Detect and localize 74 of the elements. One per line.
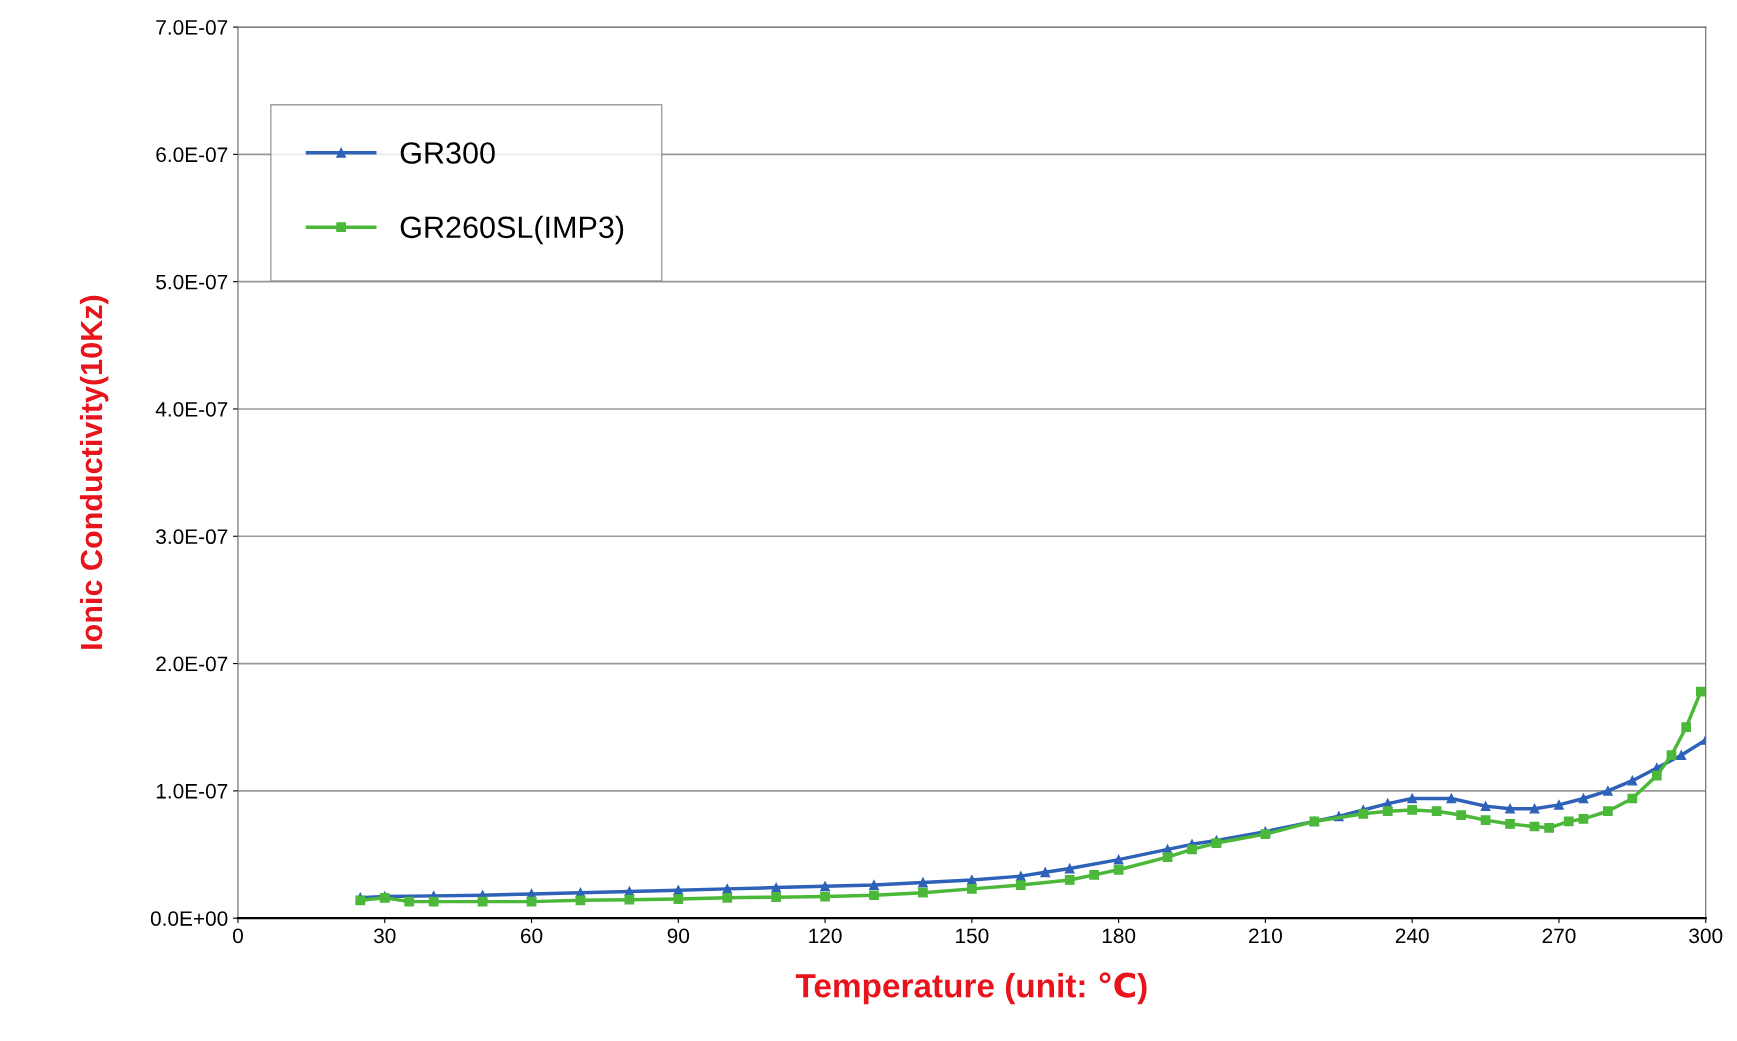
point	[1505, 803, 1515, 814]
point	[1064, 875, 1075, 885]
point	[1064, 863, 1075, 874]
point	[1480, 815, 1491, 826]
point	[1162, 852, 1173, 862]
point	[1040, 867, 1051, 878]
point	[1563, 816, 1574, 827]
x-tick-label: 240	[1395, 928, 1429, 944]
point	[1554, 800, 1564, 810]
x-tick-label: 210	[1249, 928, 1282, 944]
point	[820, 881, 830, 892]
y-tick-label: 1.0E-07	[156, 783, 228, 799]
point	[1676, 750, 1687, 761]
x-tick-label: 60	[520, 928, 543, 944]
y-tick-label: 3.0E-07	[156, 529, 228, 545]
point	[1015, 880, 1026, 890]
point	[1089, 870, 1100, 880]
x-axis-title: Temperature (unit: ℃)	[795, 972, 1147, 1005]
point	[1578, 814, 1589, 824]
point	[1113, 854, 1124, 865]
point	[1407, 793, 1418, 804]
y-tick-label: 2.0E-07	[156, 656, 228, 672]
x-tick-label: 300	[1689, 928, 1723, 944]
x-tick-label: 270	[1542, 928, 1576, 944]
point	[1627, 793, 1638, 804]
point	[966, 884, 977, 894]
point	[1480, 801, 1491, 812]
y-tick-label: 4.0E-07	[155, 401, 228, 417]
point	[1431, 806, 1442, 817]
point	[624, 894, 635, 905]
point	[1603, 806, 1613, 817]
y-axis-title: Ionic Conductivity(10Kz)	[79, 295, 109, 649]
point	[1187, 844, 1197, 855]
point	[1446, 793, 1457, 804]
x-tick-label: 30	[373, 928, 396, 944]
point	[1456, 810, 1466, 820]
legend-label: GR300	[400, 142, 495, 164]
legend-label: GR260SL(IMP3)	[400, 215, 624, 245]
point	[1627, 775, 1638, 786]
point	[1358, 808, 1369, 819]
point	[771, 882, 782, 893]
y-tick-label: 6.0E-07	[156, 147, 228, 163]
point	[673, 894, 684, 904]
point	[1681, 722, 1692, 733]
point	[1382, 806, 1393, 817]
x-tick-label: 90	[667, 928, 690, 944]
x-tick-label: 120	[809, 928, 842, 944]
x-tick-label: 180	[1102, 928, 1136, 944]
point	[918, 887, 928, 898]
point	[1529, 803, 1540, 814]
x-tick-label: 0	[232, 928, 243, 944]
point	[1505, 819, 1515, 829]
point	[404, 896, 415, 907]
point	[575, 895, 586, 906]
point	[869, 890, 879, 901]
point	[1407, 805, 1418, 815]
point	[771, 892, 782, 903]
point	[869, 880, 879, 890]
point	[1113, 864, 1124, 875]
point	[1211, 838, 1222, 848]
point	[1666, 750, 1677, 761]
point	[1651, 770, 1662, 781]
y-tick-label: 5.0E-07	[156, 274, 228, 290]
point	[1603, 786, 1613, 796]
point	[428, 896, 439, 907]
point	[1544, 822, 1555, 833]
point	[1578, 793, 1589, 804]
point	[820, 891, 830, 902]
y-tick-label: 0.0E+00	[150, 911, 228, 926]
x-tick-label: 150	[956, 928, 989, 944]
y-tick-label: 7.0E-07	[156, 20, 228, 35]
point	[722, 892, 733, 903]
point	[1260, 829, 1271, 840]
point	[918, 877, 928, 888]
